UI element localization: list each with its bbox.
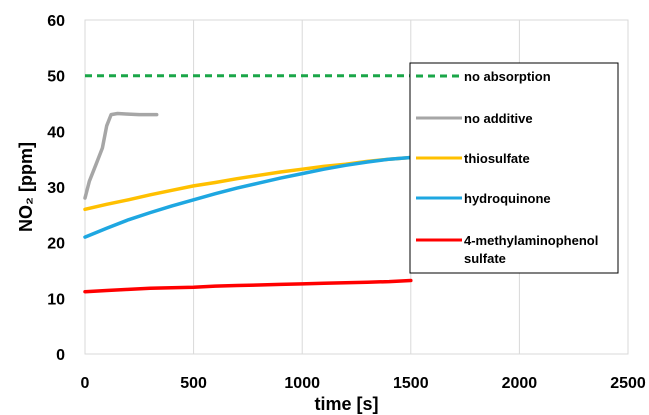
series-line — [83, 111, 159, 200]
legend-box — [409, 62, 619, 274]
x-axis-title: time [s] — [314, 394, 378, 414]
legend-label: 4-methylaminophenol — [464, 233, 598, 248]
y-tick-label: 40 — [47, 124, 65, 141]
series-line — [83, 155, 413, 239]
y-tick-label: 30 — [47, 180, 65, 197]
y-tick-label: 0 — [56, 347, 65, 364]
y-axis-title: NO₂ [ppm] — [16, 142, 36, 232]
y-tick-label: 10 — [47, 291, 65, 308]
x-tick-label: 500 — [180, 375, 207, 392]
plot-area-frame — [84, 19, 629, 355]
x-tick-label: 1500 — [393, 375, 429, 392]
legend-label: sulfate — [464, 251, 506, 266]
legend-label: hydroquinone — [464, 191, 551, 206]
series-layer — [83, 74, 413, 294]
x-tick-label: 2500 — [610, 375, 646, 392]
y-tick-label: 50 — [47, 69, 65, 86]
legend-label: thiosulfate — [464, 151, 530, 166]
y-tick-label: 20 — [47, 236, 65, 253]
legend-label: no additive — [464, 111, 533, 126]
x-tick-label: 2000 — [502, 375, 538, 392]
series-line — [83, 278, 413, 294]
y-tick-label: 60 — [47, 13, 65, 30]
legend: no absorption no additive thiosulfate hydro… — [409, 62, 619, 274]
x-tick-label: 0 — [81, 375, 90, 392]
x-axis-ticks: 0 500 1000 1500 2000 2500 — [81, 375, 646, 392]
y-axis-ticks: 0 10 20 30 40 50 60 — [47, 13, 65, 364]
series-line — [83, 155, 413, 212]
x-tick-label: 1000 — [284, 375, 320, 392]
legend-label: no absorption — [464, 69, 551, 84]
